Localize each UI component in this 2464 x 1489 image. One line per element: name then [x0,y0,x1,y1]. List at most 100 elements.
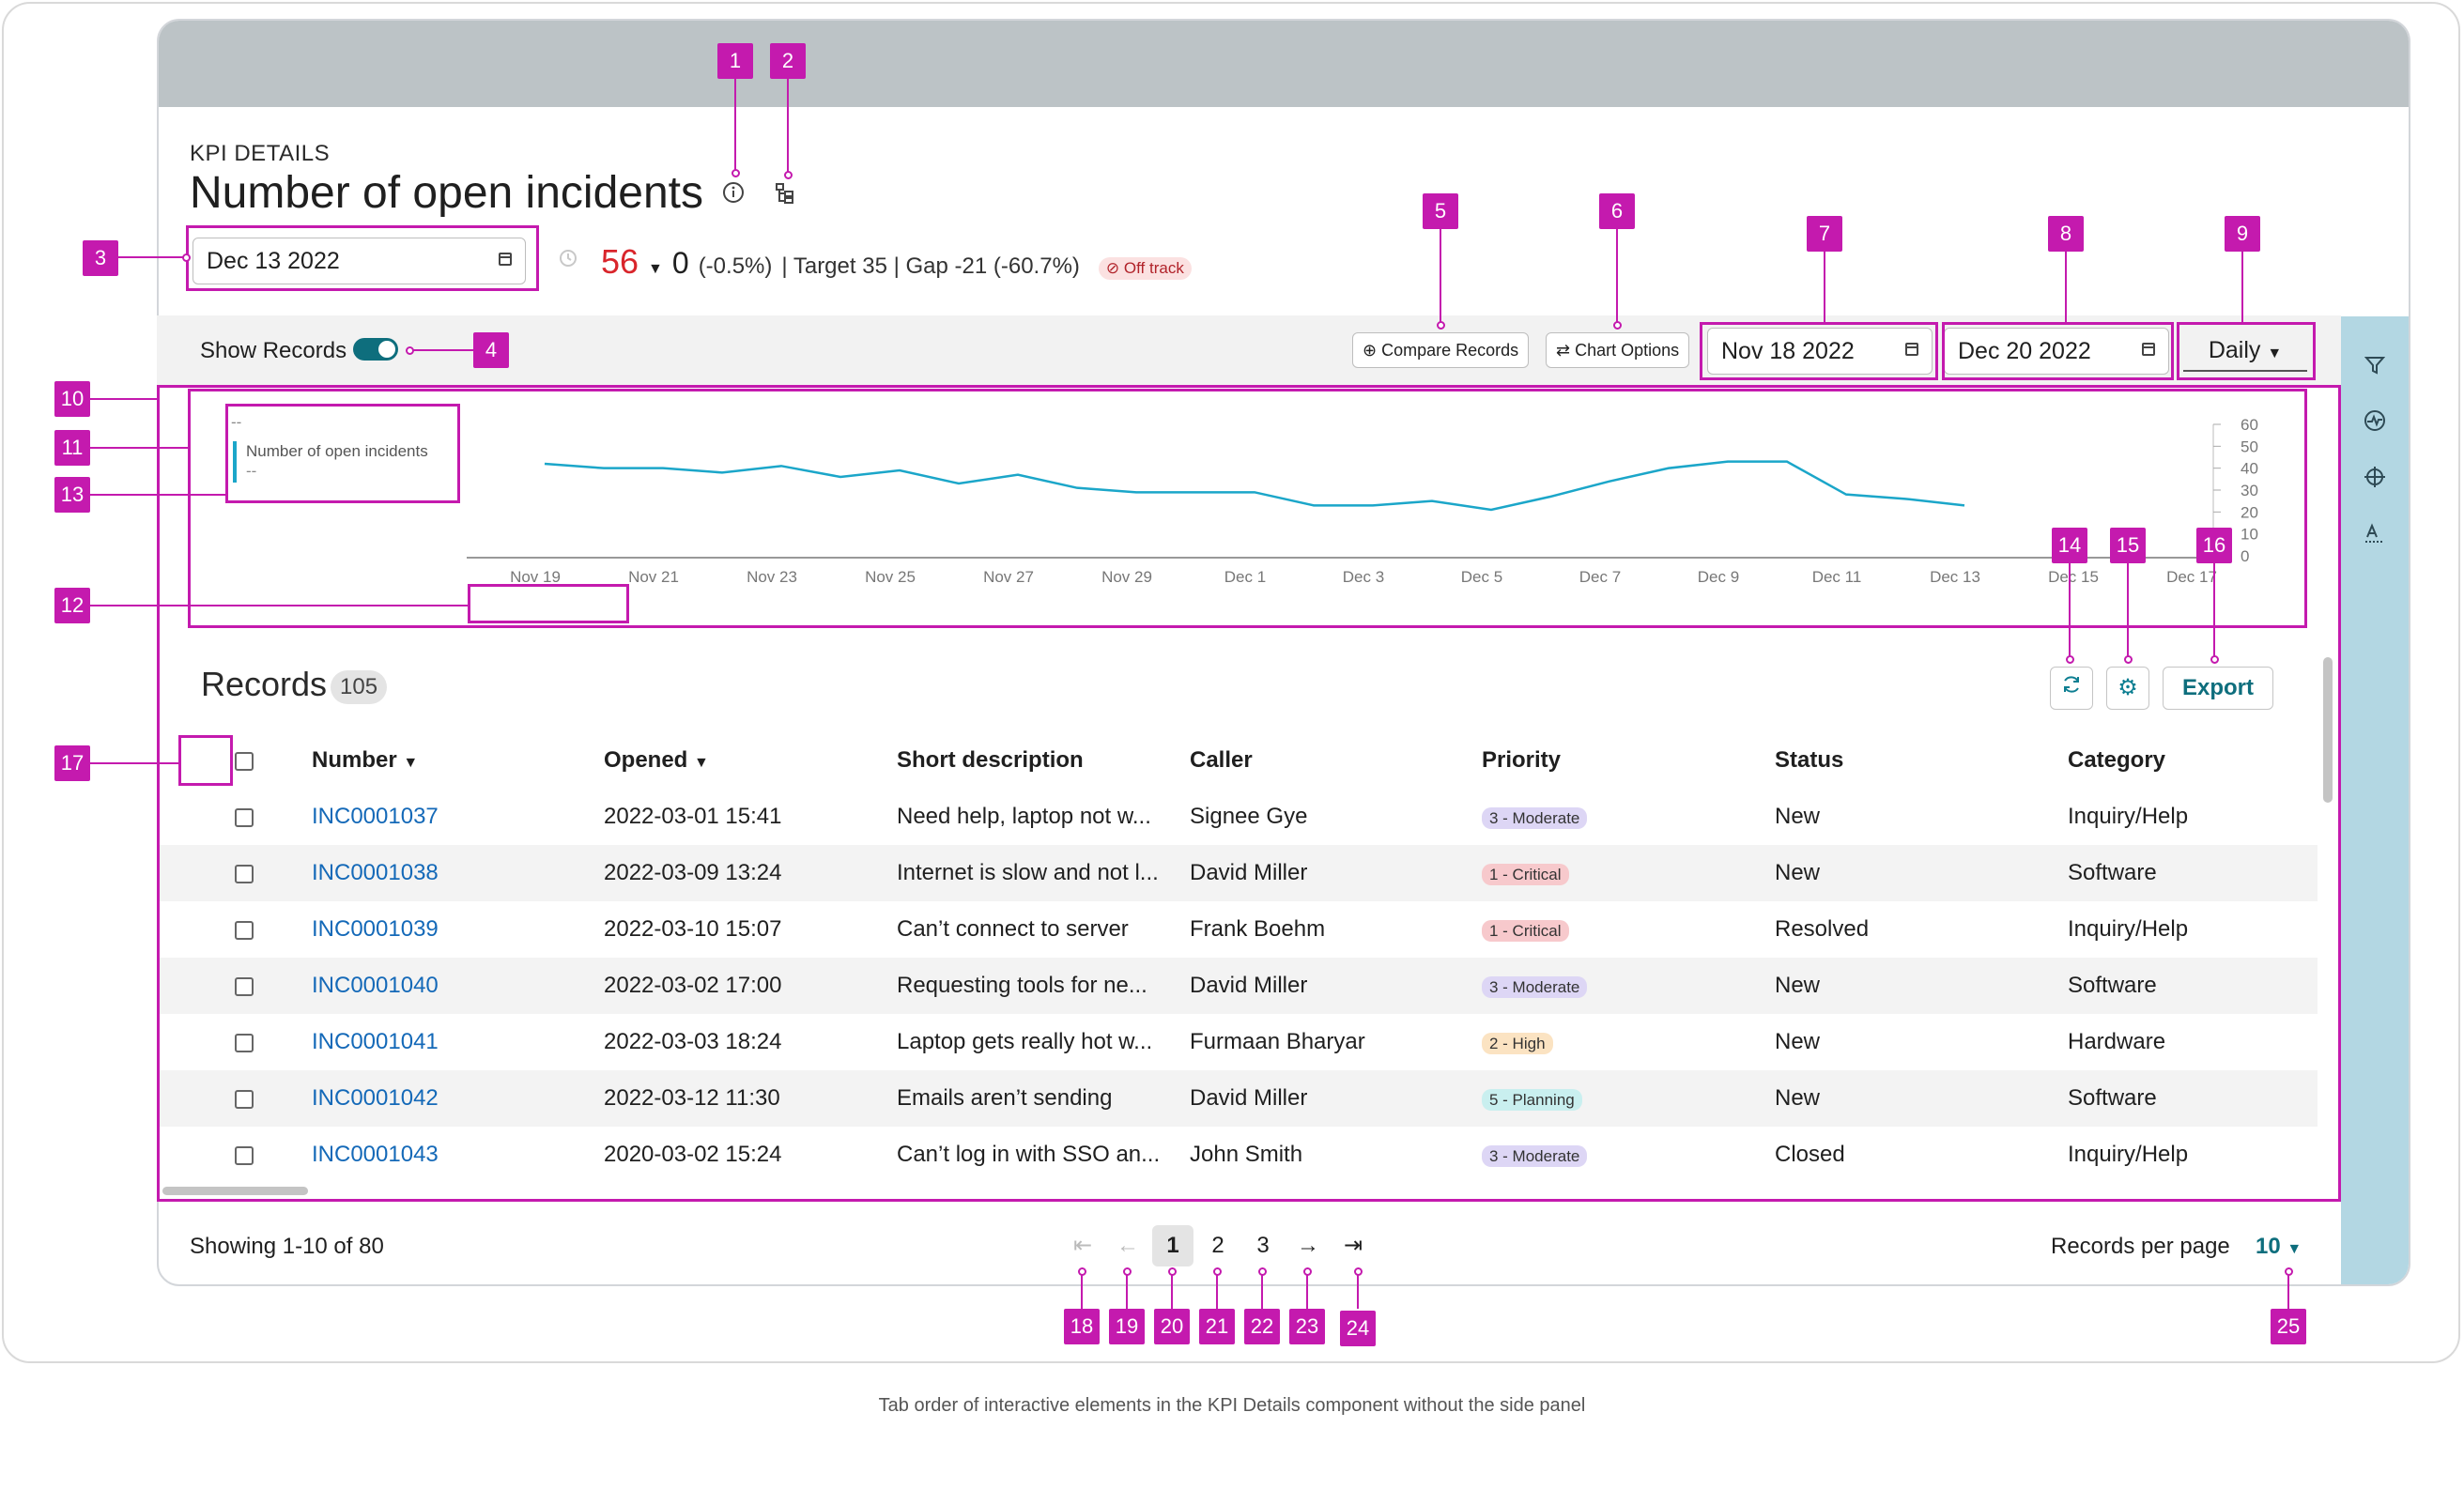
annotation-connector [2287,1271,2289,1309]
table-row[interactable]: INC0001039 2022-03-10 15:07 Can’t connect … [158,901,2318,958]
compare-records-button[interactable]: ⊕ Compare Records [1352,332,1530,368]
compare-records-label: Compare Records [1381,341,1519,360]
annotation-badge-21: 21 [1199,1309,1235,1344]
horizontal-scrollbar[interactable] [162,1187,308,1195]
annotation-badge-2: 2 [770,43,806,79]
annotation-badge-20: 20 [1154,1309,1190,1344]
annotation-badge-10: 10 [54,381,90,417]
highlight-10 [157,385,2341,1202]
table-row[interactable]: INC0001037 2022-03-01 15:41 Need help, lap… [158,789,2318,845]
last-page-button[interactable]: ⇥ [1343,1233,1363,1258]
kpi-change-pct: (-0.5%) [698,253,773,279]
row-checkbox[interactable] [235,1033,254,1052]
chart-options-button[interactable]: ⇄ Chart Options [1546,332,1690,368]
section-label: KPI DETAILS [190,141,331,166]
record-number-link[interactable]: INC0001042 [312,1085,439,1111]
calendar-icon [1905,343,1918,356]
column-header-caller: Caller [1190,747,1253,773]
table-row[interactable]: INC0001038 2022-03-09 13:24 Internet is sl… [158,845,2318,901]
toggle-knob [377,340,396,359]
annotation-connector [2127,563,2129,659]
annotation-badge-25: 25 [2271,1309,2306,1344]
table-row[interactable]: INC0001043 2020-03-02 15:24 Can’t log in w… [158,1127,2318,1183]
annotation-dot [784,171,793,179]
records-per-page-select[interactable]: 10 ▼ [2256,1234,2302,1260]
crosshair-icon[interactable] [2358,463,2392,497]
table-row[interactable]: INC0001040 2022-03-02 17:00 Requesting too… [158,958,2318,1014]
end-date-picker[interactable]: Dec 20 2022 [1944,328,2169,375]
export-button[interactable]: Export [2163,667,2273,710]
activity-icon[interactable] [2358,407,2392,440]
page-2-button[interactable]: 2 [1211,1233,1224,1258]
record-number-link[interactable]: INC0001038 [312,860,439,885]
record-number-link[interactable]: INC0001043 [312,1142,439,1167]
show-records-label: Show Records [200,338,347,363]
annotation-connector [1357,1271,1359,1309]
page-1-button[interactable]: 1 [1152,1225,1194,1266]
legend-label: Number of open incidents [246,442,428,460]
annotation-dot [1168,1267,1177,1276]
status-badge: ⊘ Off track [1098,257,1192,280]
record-number-link[interactable]: INC0001039 [312,916,439,942]
table-row[interactable]: INC0001041 2022-03-03 18:24 Laptop gets re… [158,1014,2318,1070]
y-tick-label: 40 [2241,460,2258,478]
row-checkbox[interactable] [235,864,254,883]
series-line [544,460,1965,512]
cell-status: New [1775,1070,2068,1127]
x-tick-label: Nov 25 [865,568,916,586]
record-number-link[interactable]: INC0001037 [312,804,439,829]
kpi-date-picker[interactable]: Dec 13 2022 [192,238,526,284]
row-checkbox[interactable] [235,1089,254,1109]
refresh-button[interactable] [2050,667,2093,710]
column-header-number[interactable]: Number ▼ [312,732,604,789]
annotation-badge-9: 9 [2225,216,2260,252]
table-row[interactable]: INC0001042 2022-03-12 11:30 Emails aren’t … [158,1070,2318,1127]
x-tick-label: Dec 17 [2166,568,2217,586]
annotation-dot [406,346,414,355]
settings-button[interactable]: ⚙ [2106,667,2149,710]
vertical-scrollbar[interactable] [2323,657,2333,803]
cell-status: New [1775,1029,1821,1054]
annotation-badge-3: 3 [83,240,118,276]
annotation-badge-15: 15 [2110,528,2146,563]
show-records-toggle[interactable] [353,338,398,361]
highlight-17 [178,735,233,786]
y-tick-label: 20 [2241,503,2258,521]
record-number-link[interactable]: INC0001040 [312,973,439,998]
annotation-connector [1081,1271,1083,1309]
text-annotation-icon[interactable] [2358,519,2392,553]
kpi-change: 0 [671,246,689,280]
x-tick-label: Nov 27 [983,568,1034,586]
hierarchy-icon[interactable] [774,182,796,209]
row-select-cell [158,901,312,958]
row-checkbox[interactable] [235,1145,254,1165]
start-date-picker[interactable]: Nov 18 2022 [1707,328,1933,375]
annotation-badge-22: 22 [1244,1309,1280,1344]
filter-icon[interactable] [2358,350,2392,384]
cell-opened: 2020-03-02 15:24 [604,1142,782,1167]
next-page-button[interactable]: → [1297,1233,1319,1258]
cell-caller: Frank Boehm [1190,916,1326,942]
x-tick-label: Nov 19 [510,568,561,586]
row-select-cell [158,789,312,845]
row-checkbox[interactable] [235,807,254,827]
cell-caller: Signee Gye [1190,804,1308,829]
kpi-value: 56 [601,242,639,281]
end-date-value: Dec 20 2022 [1958,338,2091,364]
page-3-button[interactable]: 3 [1256,1233,1270,1258]
record-number-link[interactable]: INC0001041 [312,1029,439,1054]
previous-page-button[interactable]: ← [1116,1233,1139,1258]
kpi-metrics: 56 ▼ 0 (-0.5%) | Target 35 | Gap -21 (-6… [601,242,1192,282]
row-checkbox[interactable] [235,920,254,940]
first-page-button[interactable]: ⇤ [1072,1233,1093,1258]
cell-category: Hardware [2068,1029,2166,1054]
x-tick-label: Nov 21 [628,568,679,586]
select-all-checkbox[interactable] [235,751,254,771]
x-tick-label: Dec 13 [1930,568,1980,586]
interval-dropdown[interactable]: Daily ▼ [2183,329,2307,372]
info-icon[interactable] [721,180,746,209]
row-checkbox[interactable] [235,976,254,996]
cell-priority: 1 - Critical [1482,901,1775,958]
sliders-icon: ⇄ [1556,341,1571,360]
column-header-opened[interactable]: Opened ▼ [604,732,897,789]
